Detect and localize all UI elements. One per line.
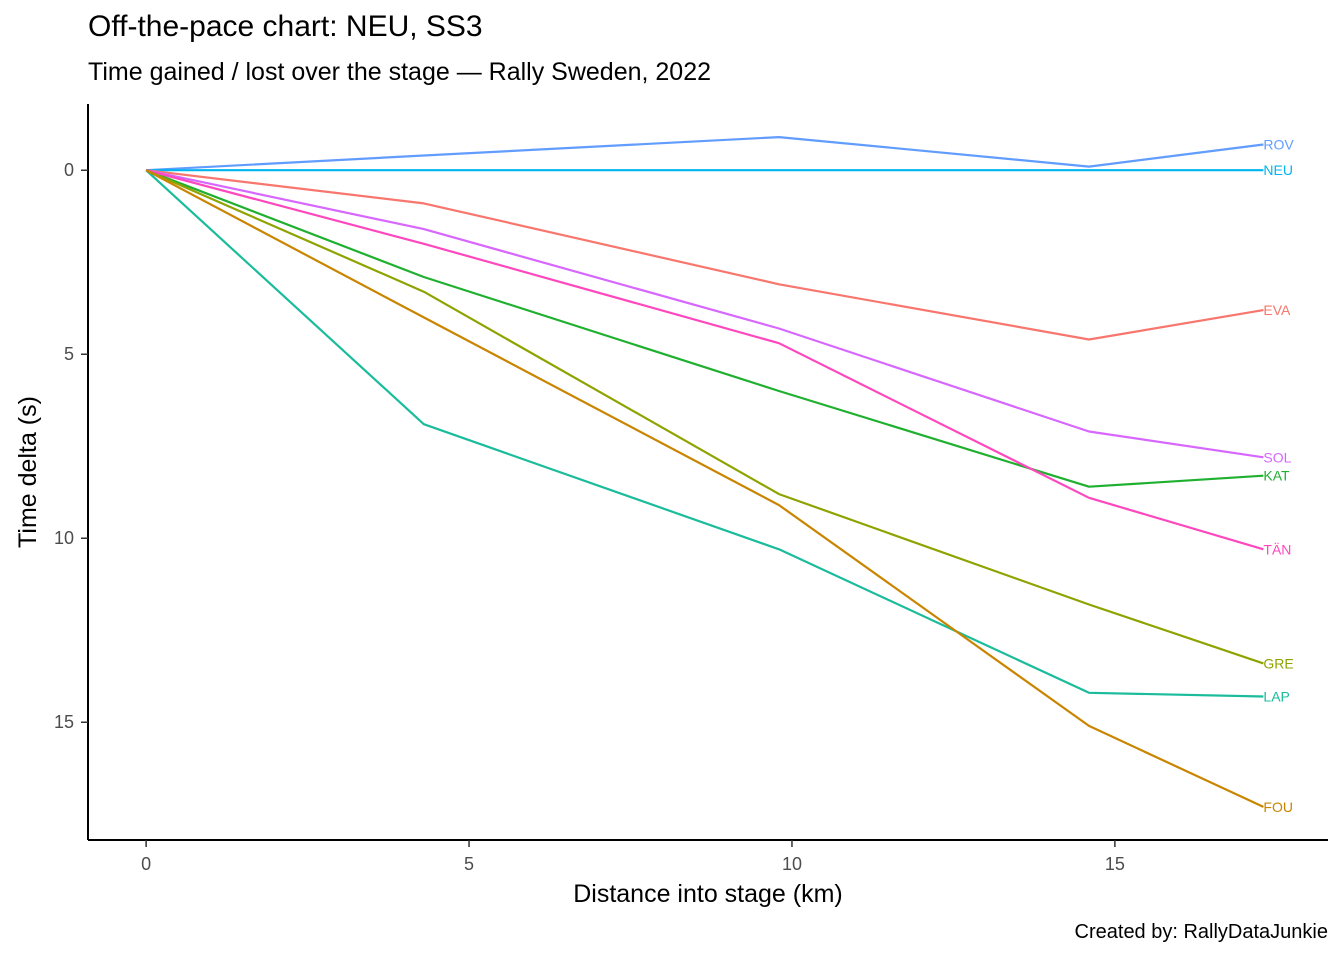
series-label-rov: ROV [1263,136,1294,152]
chart-caption: Created by: RallyDataJunkie [1074,921,1328,943]
series-line-rov [146,136,1264,172]
x-tick-label: 15 [1105,854,1125,874]
series-layer [145,136,1264,808]
series-line-tän [145,169,1264,551]
series-line-lap [145,169,1264,698]
axes [87,104,1328,841]
series-label-lap: LAP [1263,688,1289,704]
series-line-gre [145,169,1264,665]
series-line-eva [145,169,1264,341]
end-labels: ROV NEU EVA SOL KAT TÄN GRE LAP FOU [1263,136,1294,814]
ticks: 0 5 10 15 0 5 10 15 [54,160,1125,874]
series-line-sol [145,169,1264,459]
y-axis-title: Time delta (s) [14,396,42,548]
x-axis-title: Distance into stage (km) [573,880,843,908]
y-tick-label: 0 [64,160,74,180]
series-label-neu: NEU [1263,162,1293,178]
chart-subtitle: Time gained / lost over the stage — Rall… [88,58,712,86]
series-label-sol: SOL [1263,449,1291,465]
chart-title: Off-the-pace chart: NEU, SS3 [88,10,483,43]
y-tick-label: 15 [54,712,74,732]
y-tick-label: 5 [64,344,74,364]
series-label-fou: FOU [1263,799,1293,815]
y-tick-label: 10 [54,528,74,548]
series-line-kat [145,169,1264,488]
series-label-tän: TÄN [1263,541,1291,557]
series-line-fou [145,169,1264,808]
series-label-eva: EVA [1263,302,1291,318]
series-label-kat: KAT [1263,468,1290,484]
line-chart: 0 5 10 15 0 5 10 15 ROV NEU EVA SOL KAT TÄN GRE LAP FOU… [14,104,1328,908]
x-tick-label: 5 [464,854,474,874]
series-label-gre: GRE [1263,655,1293,671]
x-tick-label: 10 [782,854,802,874]
x-tick-label: 0 [141,854,151,874]
